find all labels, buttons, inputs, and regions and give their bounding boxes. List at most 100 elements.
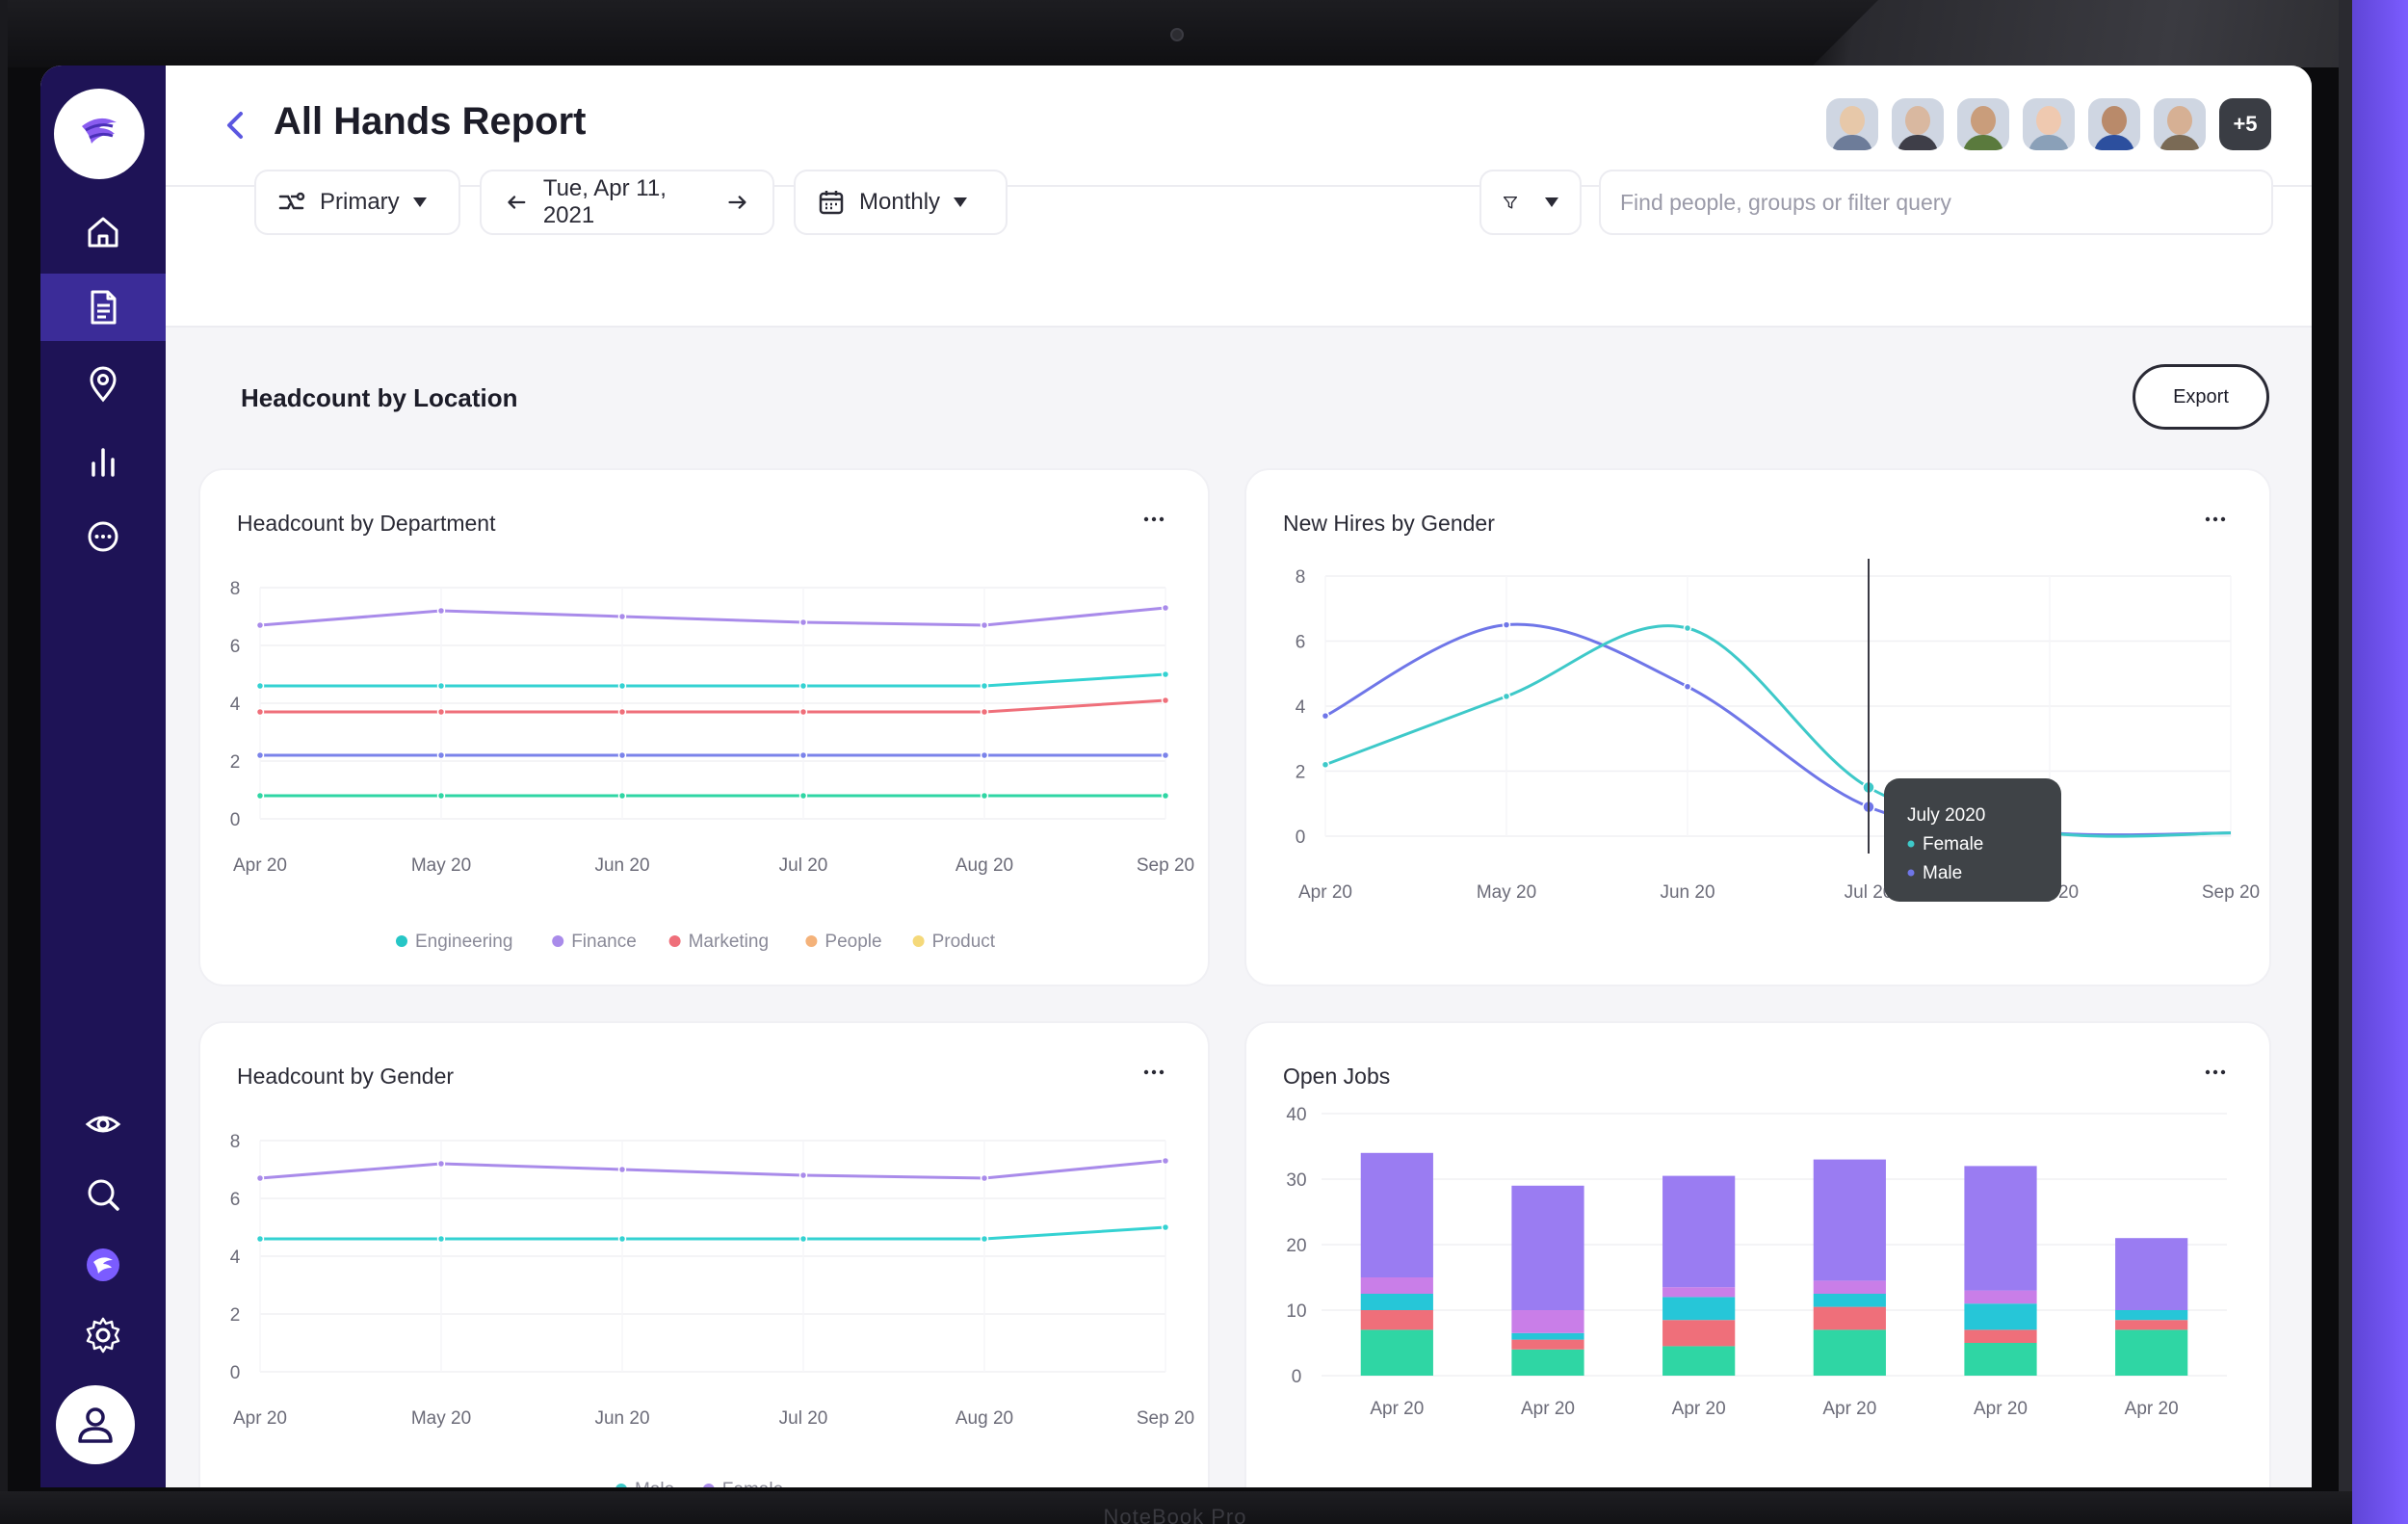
data-point[interactable]: [255, 681, 265, 691]
data-point[interactable]: [617, 791, 627, 801]
bar-segment[interactable]: [1360, 1277, 1433, 1294]
period-dropdown[interactable]: Monthly: [794, 170, 1008, 235]
arrow-right-icon[interactable]: [724, 188, 751, 217]
bar-segment[interactable]: [1964, 1329, 2037, 1343]
data-point[interactable]: [436, 750, 446, 760]
data-point[interactable]: [1321, 711, 1330, 721]
data-point[interactable]: [980, 620, 989, 630]
bar-segment[interactable]: [1662, 1297, 1736, 1321]
bar-segment[interactable]: [1964, 1303, 2037, 1330]
data-point[interactable]: [798, 750, 808, 760]
more-options-icon[interactable]: [1142, 512, 1165, 526]
data-point[interactable]: [255, 791, 265, 801]
legend-item[interactable]: Male: [635, 1480, 674, 1487]
data-point[interactable]: [1161, 603, 1170, 613]
data-point[interactable]: [1161, 1156, 1170, 1166]
data-point[interactable]: [436, 1234, 446, 1244]
data-point[interactable]: [980, 1234, 989, 1244]
bar-segment[interactable]: [1360, 1152, 1433, 1277]
data-point[interactable]: [798, 707, 808, 717]
date-picker[interactable]: Tue, Apr 11, 2021: [480, 170, 774, 235]
data-point[interactable]: [1161, 1222, 1170, 1232]
data-point[interactable]: [798, 791, 808, 801]
nav-reports[interactable]: [40, 274, 166, 341]
nav-workspace[interactable]: [40, 1231, 166, 1299]
bar-segment[interactable]: [1511, 1185, 1584, 1310]
data-point[interactable]: [798, 681, 808, 691]
bar-segment[interactable]: [1662, 1175, 1736, 1288]
nav-search[interactable]: [40, 1161, 166, 1228]
bar-segment[interactable]: [1662, 1287, 1736, 1298]
data-point[interactable]: [255, 1234, 265, 1244]
data-point[interactable]: [1683, 682, 1692, 691]
legend-item[interactable]: People: [824, 932, 881, 952]
app-logo[interactable]: [54, 89, 144, 179]
export-button[interactable]: Export: [2133, 364, 2269, 430]
bar-segment[interactable]: [1360, 1329, 1433, 1376]
bar-segment[interactable]: [1813, 1280, 1886, 1294]
data-point[interactable]: [617, 1234, 627, 1244]
data-point[interactable]: [980, 1173, 989, 1183]
bar-segment[interactable]: [1511, 1339, 1584, 1350]
data-point[interactable]: [1683, 623, 1692, 633]
data-point[interactable]: [617, 750, 627, 760]
data-point[interactable]: [617, 1165, 627, 1174]
user-profile-button[interactable]: [56, 1385, 135, 1464]
bar-segment[interactable]: [1964, 1343, 2037, 1376]
legend-item[interactable]: Finance: [571, 932, 637, 952]
data-point[interactable]: [1161, 750, 1170, 760]
bar-segment[interactable]: [1511, 1310, 1584, 1333]
nav-locations[interactable]: [40, 351, 166, 418]
data-point[interactable]: [980, 681, 989, 691]
nav-watch[interactable]: [40, 1090, 166, 1158]
data-point[interactable]: [980, 791, 989, 801]
bar-segment[interactable]: [1662, 1320, 1736, 1347]
avatar[interactable]: [2154, 98, 2206, 150]
bar-segment[interactable]: [1360, 1294, 1433, 1310]
nav-messages[interactable]: [40, 503, 166, 570]
data-point[interactable]: [617, 707, 627, 717]
back-chevron-icon[interactable]: [222, 108, 250, 143]
group-dropdown[interactable]: Primary: [254, 170, 460, 235]
data-point[interactable]: [980, 707, 989, 717]
bar-segment[interactable]: [1813, 1329, 1886, 1376]
arrow-left-icon[interactable]: [503, 188, 530, 217]
nav-home[interactable]: [40, 198, 166, 266]
legend-item[interactable]: Product: [932, 932, 996, 952]
data-point[interactable]: [1161, 696, 1170, 705]
data-point[interactable]: [617, 612, 627, 621]
bar-segment[interactable]: [1813, 1294, 1886, 1307]
bar-segment[interactable]: [1964, 1290, 2037, 1304]
legend-item[interactable]: Female: [722, 1480, 783, 1487]
more-options-icon[interactable]: [2204, 512, 2227, 526]
nav-analytics[interactable]: [40, 428, 166, 495]
bar-segment[interactable]: [2115, 1329, 2188, 1376]
avatar[interactable]: [2088, 98, 2140, 150]
data-point[interactable]: [255, 1173, 265, 1183]
data-point[interactable]: [980, 750, 989, 760]
data-point[interactable]: [436, 791, 446, 801]
data-point[interactable]: [1321, 760, 1330, 769]
bar-segment[interactable]: [1511, 1332, 1584, 1340]
legend-item[interactable]: Engineering: [415, 932, 512, 952]
bar-segment[interactable]: [1511, 1349, 1584, 1376]
avatar[interactable]: [2023, 98, 2075, 150]
data-point[interactable]: [436, 707, 446, 717]
bar-segment[interactable]: [1813, 1159, 1886, 1281]
data-point[interactable]: [798, 1170, 808, 1180]
data-point[interactable]: [436, 606, 446, 616]
search-input[interactable]: [1599, 170, 2273, 235]
data-point[interactable]: [1161, 791, 1170, 801]
data-point[interactable]: [255, 620, 265, 630]
more-options-icon[interactable]: [1142, 1065, 1165, 1079]
data-point[interactable]: [255, 750, 265, 760]
filter-dropdown[interactable]: [1479, 170, 1582, 235]
data-point[interactable]: [255, 707, 265, 717]
nav-settings[interactable]: [40, 1301, 166, 1369]
data-point[interactable]: [617, 681, 627, 691]
bar-segment[interactable]: [2115, 1320, 2188, 1330]
bar-segment[interactable]: [2115, 1310, 2188, 1321]
bar-segment[interactable]: [1813, 1306, 1886, 1330]
more-members-badge[interactable]: +5: [2219, 98, 2271, 150]
more-options-icon[interactable]: [2204, 1065, 2227, 1079]
